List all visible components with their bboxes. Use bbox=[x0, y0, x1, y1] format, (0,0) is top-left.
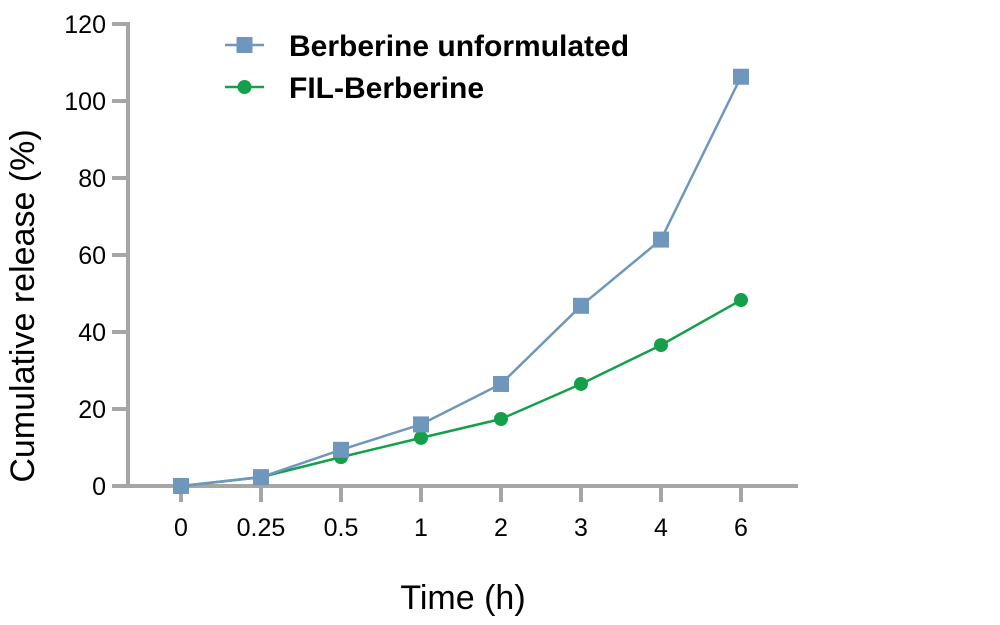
x-tick-label: 6 bbox=[734, 514, 748, 542]
series-line bbox=[180, 76, 743, 488]
y-axis-title: Cumulative release (%) bbox=[4, 129, 42, 482]
series-fil-berberine bbox=[174, 293, 748, 493]
y-tick-label: 120 bbox=[64, 11, 106, 39]
y-tick-label: 0 bbox=[92, 473, 106, 501]
legend-item: Berberine unformulated bbox=[225, 30, 629, 63]
data-point-circle bbox=[494, 412, 508, 427]
y-tick-label: 20 bbox=[78, 396, 106, 424]
series-berberine-unformulated bbox=[173, 68, 749, 494]
data-point-square bbox=[413, 416, 429, 433]
data-point-square bbox=[733, 68, 749, 85]
data-point-circle bbox=[414, 430, 428, 445]
data-point-square bbox=[253, 469, 269, 486]
data-point-square bbox=[333, 441, 349, 458]
y-tick-label: 100 bbox=[64, 88, 106, 116]
x-axis-title: Time (h) bbox=[400, 579, 525, 617]
data-point-circle bbox=[574, 376, 588, 391]
x-tick-label: 2 bbox=[494, 514, 508, 542]
y-axis: 0 20 40 60 80 100 120 bbox=[64, 11, 130, 501]
y-tick-label: 60 bbox=[78, 242, 106, 270]
x-axis: 0 0.25 0.5 1 2 3 4 6 bbox=[112, 484, 798, 542]
x-tick-label: 4 bbox=[654, 514, 668, 542]
series-layer bbox=[173, 68, 749, 494]
x-tick-label: 1 bbox=[414, 514, 428, 542]
data-point-circle bbox=[654, 338, 668, 353]
legend-square-marker-icon bbox=[236, 37, 253, 53]
legend-label: Berberine unformulated bbox=[289, 30, 629, 63]
data-point-square bbox=[173, 478, 189, 494]
x-tick-label: 0.5 bbox=[324, 514, 359, 542]
x-tick-label: 0.25 bbox=[237, 514, 286, 542]
data-point-square bbox=[653, 231, 669, 248]
y-tick-label: 80 bbox=[78, 165, 106, 193]
x-tick-label: 0 bbox=[174, 514, 188, 542]
x-tick-label: 3 bbox=[574, 514, 588, 542]
legend-label: FIL-Berberine bbox=[289, 72, 484, 105]
legend: Berberine unformulated FIL-Berberine bbox=[225, 30, 629, 105]
legend-item: FIL-Berberine bbox=[225, 72, 484, 105]
data-point-square bbox=[493, 375, 509, 392]
data-point-square bbox=[573, 297, 589, 314]
legend-circle-marker-icon bbox=[237, 80, 252, 94]
series-line bbox=[180, 298, 742, 488]
y-tick-label: 40 bbox=[78, 319, 106, 347]
data-point-circle bbox=[734, 293, 748, 308]
